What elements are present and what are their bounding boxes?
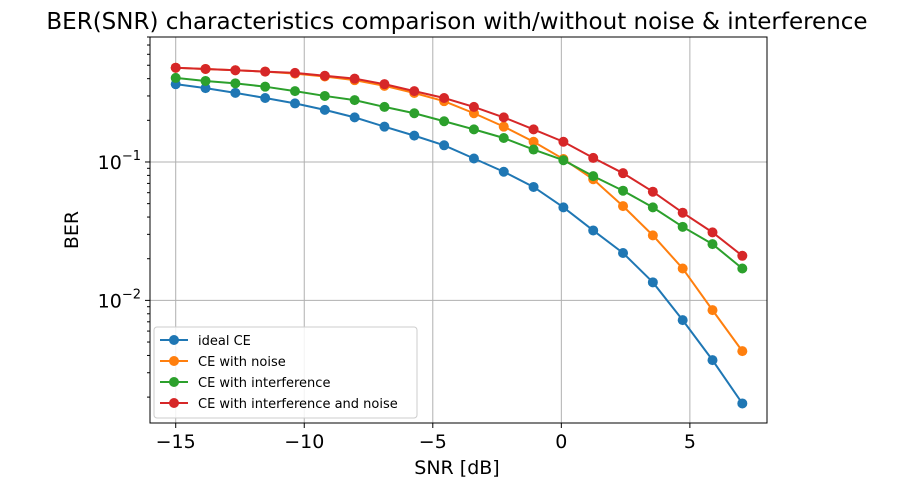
- y-axis-ticks: 10−1 10−2: [98, 36, 150, 398]
- data-point: [379, 101, 390, 112]
- data-point: [528, 181, 539, 192]
- data-point: [618, 201, 629, 212]
- data-point: [558, 136, 569, 147]
- data-point: [319, 90, 330, 101]
- y-tick-label: 10−2: [98, 287, 141, 312]
- series-line: [175, 83, 744, 405]
- data-point: [319, 104, 330, 115]
- legend-label: CE with noise: [198, 355, 286, 370]
- data-point: [379, 121, 390, 132]
- data-point: [498, 166, 509, 177]
- legend-box: [153, 326, 418, 419]
- data-point: [260, 66, 271, 77]
- x-tick-label: −15: [156, 431, 196, 453]
- data-point: [647, 277, 658, 288]
- legend-marker: [169, 398, 179, 408]
- data-point: [200, 75, 211, 86]
- y-tick-label: 10−1: [98, 149, 141, 174]
- data-point: [498, 133, 509, 144]
- legend-marker: [169, 356, 179, 366]
- data-point: [677, 315, 688, 326]
- data-point: [200, 63, 211, 74]
- series-layer: [170, 62, 748, 409]
- data-point: [498, 112, 509, 123]
- data-point: [498, 121, 509, 132]
- data-point: [289, 98, 300, 109]
- series-line: [175, 76, 743, 270]
- series-ce-with-interference: [170, 72, 748, 274]
- x-tick-label: 0: [555, 431, 567, 453]
- data-point: [468, 124, 479, 135]
- data-point: [647, 230, 658, 241]
- axes-frame: [149, 36, 768, 424]
- data-point: [588, 225, 599, 236]
- data-point: [170, 72, 181, 83]
- x-tick-label: −10: [284, 431, 324, 453]
- x-tick-label: −5: [419, 431, 447, 453]
- data-point: [230, 78, 241, 89]
- data-point: [260, 81, 271, 92]
- data-point: [200, 83, 211, 94]
- data-point: [528, 136, 539, 147]
- data-point: [468, 153, 479, 164]
- data-point: [707, 239, 718, 250]
- data-point: [230, 87, 241, 98]
- data-point: [618, 185, 629, 196]
- data-point: [230, 65, 241, 76]
- data-point: [707, 355, 718, 366]
- series-ideal-ce: [170, 79, 748, 409]
- data-point: [170, 62, 181, 73]
- data-point: [677, 263, 688, 274]
- data-point: [677, 221, 688, 232]
- data-point: [707, 227, 718, 238]
- data-point: [289, 67, 300, 78]
- data-point: [349, 95, 360, 106]
- data-point: [349, 112, 360, 123]
- data-point: [528, 124, 539, 135]
- data-point: [409, 130, 420, 141]
- data-point: [558, 202, 569, 213]
- data-point: [588, 171, 599, 182]
- data-point: [737, 346, 748, 357]
- data-point: [409, 86, 420, 97]
- legend-label: CE with interference and noise: [198, 397, 398, 412]
- data-point: [647, 202, 658, 213]
- series-ce-with-interference-and-noise: [170, 62, 748, 261]
- data-point: [409, 108, 420, 119]
- data-point: [737, 263, 748, 274]
- series-ce-with-noise: [170, 62, 748, 357]
- data-point: [289, 86, 300, 97]
- data-point: [439, 92, 450, 103]
- data-point: [737, 250, 748, 261]
- x-axis-label: SNR [dB]: [414, 457, 499, 479]
- data-point: [647, 186, 658, 197]
- data-point: [349, 73, 360, 84]
- data-point: [439, 116, 450, 127]
- legend-label: ideal CE: [198, 334, 251, 349]
- data-point: [260, 92, 271, 103]
- data-point: [468, 101, 479, 112]
- data-point: [528, 144, 539, 155]
- data-point: [707, 305, 718, 316]
- legend-marker: [169, 377, 179, 387]
- data-point: [379, 79, 390, 90]
- legend-marker: [169, 335, 179, 345]
- legend-label: CE with interference: [198, 376, 330, 391]
- data-point: [588, 152, 599, 163]
- data-point: [737, 398, 748, 409]
- data-point: [618, 168, 629, 179]
- x-axis-ticks: −15 −10 −5 0 5: [156, 423, 696, 453]
- data-point: [439, 140, 450, 151]
- data-point: [319, 70, 330, 81]
- legend: ideal CE CE with noise CE with interferenc…: [153, 326, 418, 419]
- data-point: [677, 207, 688, 218]
- data-point: [558, 155, 569, 166]
- data-point: [618, 247, 629, 258]
- y-axis-label: BER: [61, 211, 83, 249]
- x-tick-label: 5: [684, 431, 696, 453]
- chart-title: BER(SNR) characteristics comparison with…: [46, 9, 867, 35]
